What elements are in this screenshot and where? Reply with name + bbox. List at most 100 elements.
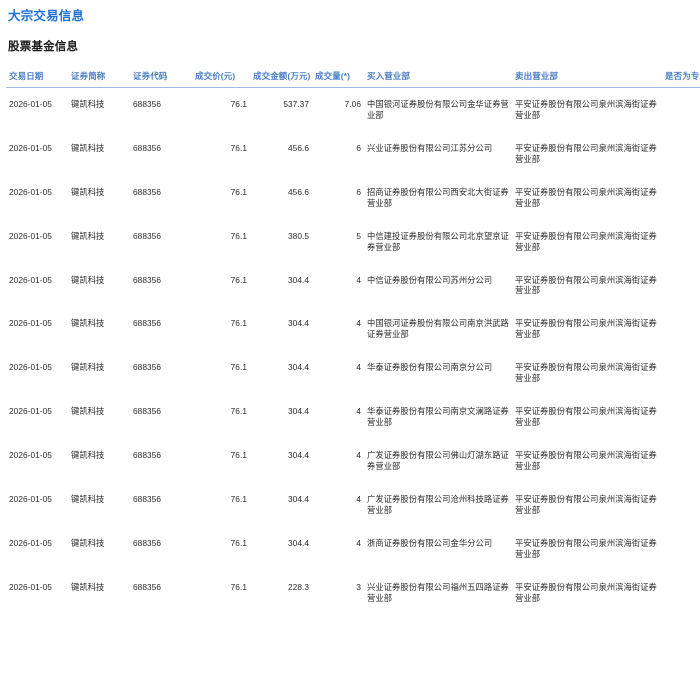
table-row: 2026-01-05 键凯科技 688356 76.1 304.4 4 广发证券股份有限公司… [6,439,700,483]
section-title: 股票基金信息 [8,41,79,53]
cell-seller: 平安证券股份有限公司泉州滨海街证券营业部 [515,230,657,252]
table-header: 交易日期 证券简称 证券代码 成交价(元) 成交金额(万元) 成交量(*) 买入… [6,66,700,88]
cell-date: 2026-01-05 [9,362,52,373]
cell-code: 688356 [133,274,161,285]
cell-code: 688356 [133,493,161,504]
cell-name: 键凯科技 [71,142,105,153]
cell-name: 键凯科技 [71,581,105,592]
cell-date: 2026-01-05 [9,142,52,153]
cell-buyer: 浙商证券股份有限公司金华分公司 [367,537,493,548]
cell-price: 76.1 [230,142,247,153]
table-row: 2026-01-05 键凯科技 688356 76.1 304.4 4 华泰证券股份有限公司… [6,395,700,439]
cell-volume: 6 [356,142,361,153]
cell-seller: 平安证券股份有限公司泉州滨海街证券营业部 [515,493,657,515]
cell-buyer: 中信建投证券股份有限公司北京望京证券营业部 [367,230,509,252]
cell-seller: 平安证券股份有限公司泉州滨海街证券营业部 [515,581,657,603]
cell-price: 76.1 [230,186,247,197]
column-header-amount[interactable]: 成交金额(万元) [250,66,312,88]
cell-name: 键凯科技 [71,450,105,460]
cell-name: 键凯科技 [71,537,105,548]
cell-seller: 平安证券股份有限公司泉州滨海街证券营业部 [515,142,657,164]
cell-special: 否 [662,176,700,220]
cell-amount: 228.3 [287,581,309,592]
cell-volume: 4 [356,537,361,548]
cell-buyer: 华泰证券股份有限公司南京分公司 [367,362,493,373]
cell-name: 键凯科技 [71,186,105,197]
cell-buyer: 兴业证券股份有限公司江苏分公司 [367,142,493,153]
cell-special: 否 [662,132,700,176]
cell-buyer: 中信证券股份有限公司苏州分公司 [367,274,493,285]
column-header-seller[interactable]: 卖出营业部 [512,66,662,88]
cell-special: 否 [662,439,700,483]
cell-date: 2026-01-05 [9,274,52,285]
cell-code: 688356 [133,450,161,460]
cell-volume: 4 [356,318,361,329]
column-header-price[interactable]: 成交价(元) [192,66,250,88]
cell-date: 2026-01-05 [9,318,52,329]
table-row: 2026-01-05 键凯科技 688356 76.1 380.5 5 中信建投证券股份有限… [6,220,700,264]
cell-amount: 304.4 [287,362,309,373]
cell-volume: 5 [356,230,361,241]
column-header-date[interactable]: 交易日期 [6,66,68,88]
cell-buyer: 中国银河证券股份有限公司金华证券营业部 [367,99,509,120]
cell-special: 否 [662,220,700,264]
cell-volume: 6 [356,186,361,197]
table-row: 2026-01-05 键凯科技 688356 76.1 304.4 4 中信证券股份有限公司… [6,264,700,308]
cell-name: 键凯科技 [71,274,105,285]
cell-special: 否 [662,483,700,527]
cell-amount: 537.37 [283,99,309,109]
cell-amount: 304.4 [287,450,309,460]
cell-name: 键凯科技 [71,99,105,109]
table-row: 2026-01-05 键凯科技 688356 76.1 456.6 6 招商证券股份有限公司… [6,176,700,220]
cell-name: 键凯科技 [71,406,105,417]
cell-seller: 平安证券股份有限公司泉州滨海街证券营业部 [515,450,657,471]
cell-date: 2026-01-05 [9,537,52,548]
cell-volume: 3 [356,581,361,592]
cell-code: 688356 [133,142,161,153]
cell-volume: 4 [356,450,361,460]
block-trade-table: 交易日期 证券简称 证券代码 成交价(元) 成交金额(万元) 成交量(*) 买入… [6,66,700,615]
cell-amount: 456.6 [287,142,309,153]
column-header-code[interactable]: 证券代码 [130,66,192,88]
cell-date: 2026-01-05 [9,230,52,241]
cell-price: 76.1 [230,230,247,241]
cell-buyer: 广发证券股份有限公司沧州科技路证券营业部 [367,493,509,515]
cell-name: 键凯科技 [71,493,105,504]
column-header-volume[interactable]: 成交量(*) [312,66,364,88]
cell-date: 2026-01-05 [9,493,52,504]
cell-price: 76.1 [230,581,247,592]
cell-amount: 456.6 [287,186,309,197]
cell-volume: 4 [356,362,361,373]
cell-code: 688356 [133,186,161,197]
cell-volume: 7.06 [344,99,361,109]
cell-price: 76.1 [230,450,247,460]
cell-buyer: 兴业证券股份有限公司福州五四路证券营业部 [367,581,509,603]
cell-special: 否 [662,264,700,308]
page-title: 大宗交易信息 [8,9,85,23]
cell-volume: 4 [356,493,361,504]
cell-date: 2026-01-05 [9,406,52,417]
column-header-name[interactable]: 证券简称 [68,66,130,88]
cell-seller: 平安证券股份有限公司泉州滨海街证券营业部 [515,362,657,384]
cell-price: 76.1 [230,318,247,329]
cell-special: 否 [662,351,700,395]
table-body: 2026-01-05 键凯科技 688356 76.1 537.37 7.06 中国银河证券… [6,88,700,615]
cell-price: 76.1 [230,362,247,373]
cell-amount: 380.5 [287,230,309,241]
cell-seller: 平安证券股份有限公司泉州滨海街证券营业部 [515,186,657,208]
cell-code: 688356 [133,406,161,417]
column-header-buyer[interactable]: 买入营业部 [364,66,512,88]
cell-seller: 平安证券股份有限公司泉州滨海街证券营业部 [515,406,657,428]
table-row: 2026-01-05 键凯科技 688356 76.1 304.4 4 华泰证券股份有限公司… [6,351,700,395]
cell-amount: 304.4 [287,274,309,285]
cell-price: 76.1 [230,537,247,548]
cell-seller: 平安证券股份有限公司泉州滨海街证券营业部 [515,99,657,120]
cell-price: 76.1 [230,274,247,285]
cell-special: 否 [662,307,700,351]
column-header-special[interactable]: 是否为专场 [662,66,700,88]
cell-seller: 平安证券股份有限公司泉州滨海街证券营业部 [515,274,657,296]
cell-buyer: 华泰证券股份有限公司南京文澜路证券营业部 [367,406,509,428]
cell-code: 688356 [133,318,161,329]
cell-special: 否 [662,571,700,615]
